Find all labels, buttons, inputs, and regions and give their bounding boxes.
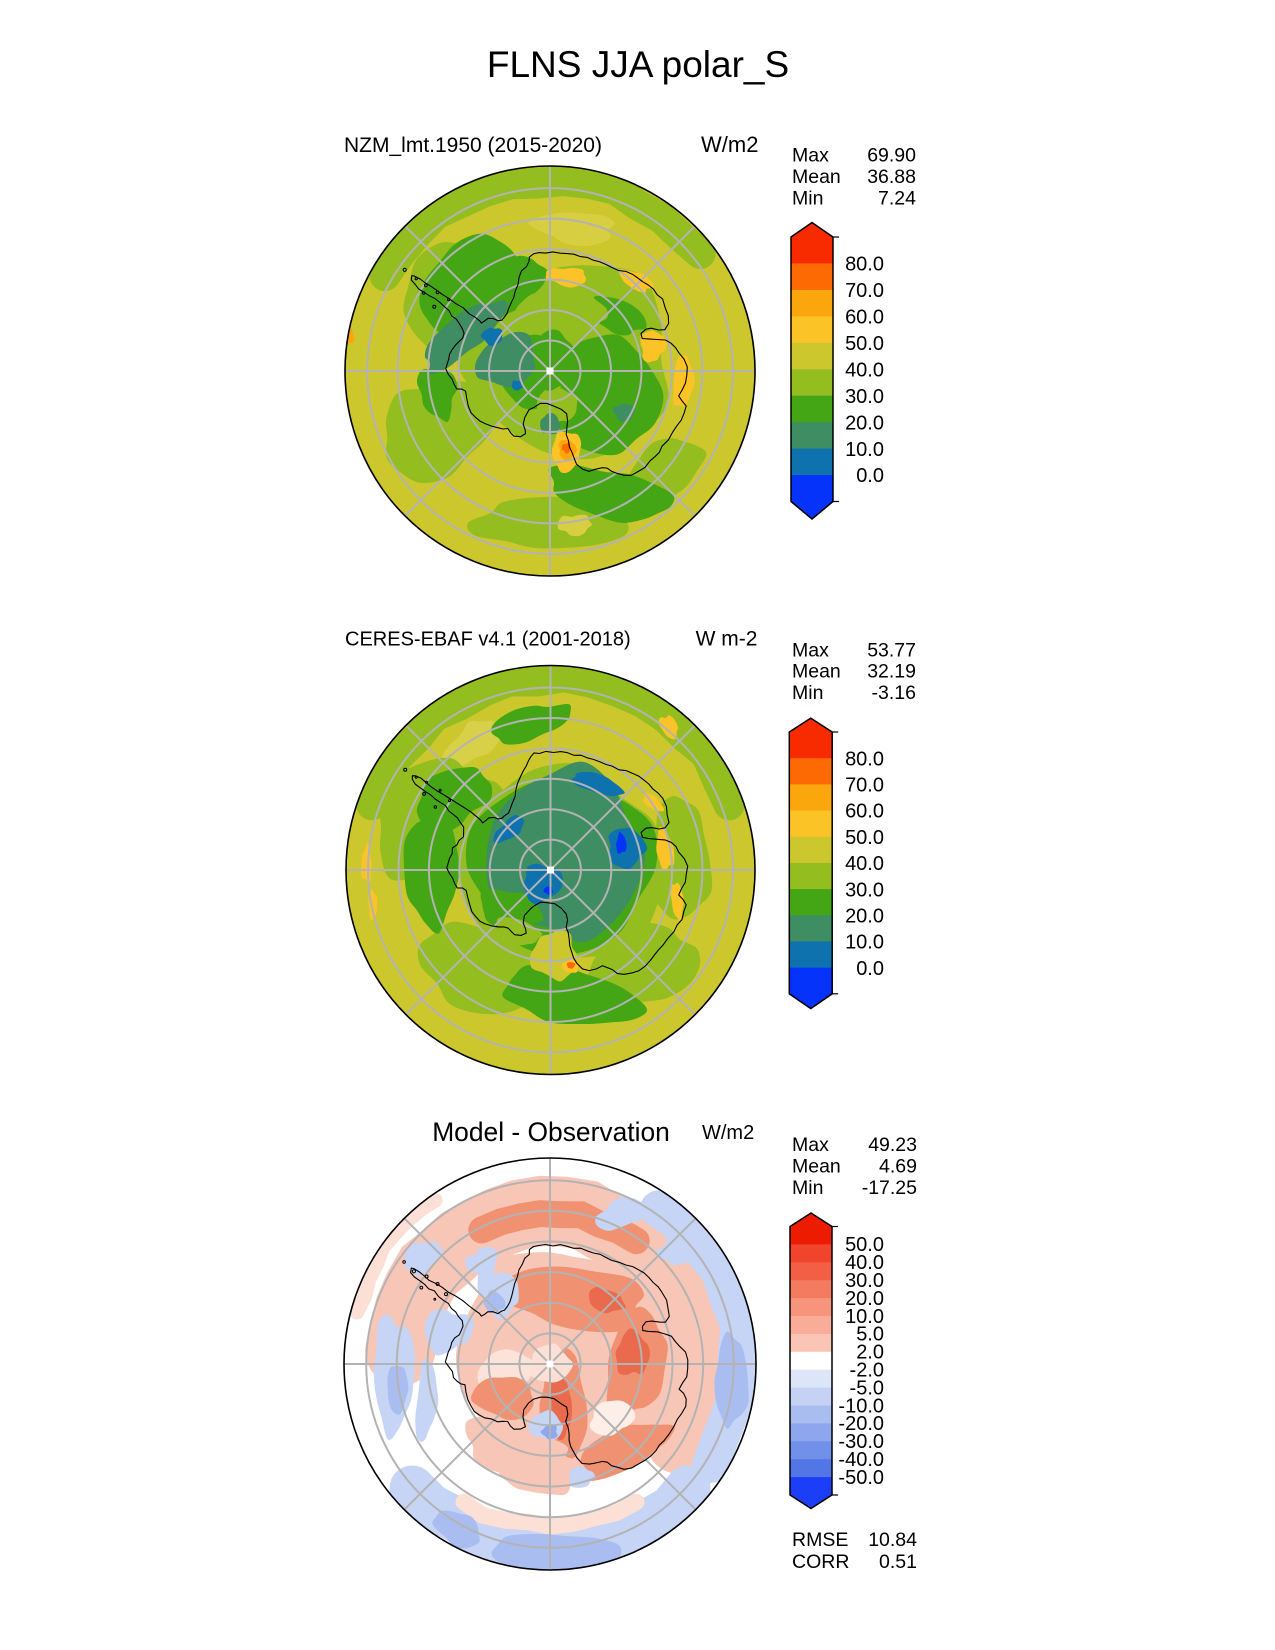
svg-text:10.84: 10.84 [868,1529,917,1551]
svg-text:10.0: 10.0 [845,439,884,461]
svg-text:53.77: 53.77 [867,639,916,661]
svg-text:30.0: 30.0 [845,879,884,901]
svg-text:-3.16: -3.16 [872,682,916,704]
svg-text:32.19: 32.19 [867,661,916,683]
svg-text:Mean: Mean [792,166,841,188]
svg-text:80.0: 80.0 [845,748,884,770]
svg-text:Max: Max [792,639,829,661]
svg-text:-2.0: -2.0 [850,1360,884,1382]
svg-text:40.0: 40.0 [845,359,884,381]
svg-text:W/m2: W/m2 [702,1122,754,1144]
svg-text:30.0: 30.0 [845,386,884,408]
svg-text:50.0: 50.0 [845,333,884,355]
svg-text:0.51: 0.51 [879,1551,917,1573]
svg-text:CERES-EBAF v4.1 (2001-2018): CERES-EBAF v4.1 (2001-2018) [345,629,631,651]
svg-text:Min: Min [792,188,823,210]
svg-text:-17.25: -17.25 [862,1177,917,1199]
svg-text:NZM_lmt.1950 (2015-2020): NZM_lmt.1950 (2015-2020) [344,134,602,157]
svg-text:Mean: Mean [792,1156,841,1178]
svg-text:40.0: 40.0 [845,1252,884,1274]
svg-text:Model - Observation: Model - Observation [432,1117,670,1147]
svg-text:70.0: 70.0 [845,775,884,797]
svg-text:7.24: 7.24 [878,188,916,210]
svg-text:10.0: 10.0 [845,1306,884,1328]
svg-text:20.0: 20.0 [845,1288,884,1310]
svg-text:69.90: 69.90 [867,145,916,167]
svg-text:CORR: CORR [792,1551,849,1573]
svg-text:80.0: 80.0 [845,254,884,276]
svg-text:-40.0: -40.0 [838,1449,884,1471]
svg-text:60.0: 60.0 [845,307,884,329]
svg-text:50.0: 50.0 [845,827,884,849]
svg-text:2.0: 2.0 [856,1342,884,1364]
svg-text:50.0: 50.0 [845,1234,884,1256]
svg-text:FLNS JJA polar_S: FLNS JJA polar_S [487,44,789,85]
svg-text:Min: Min [792,1177,823,1199]
svg-text:Max: Max [792,145,829,167]
svg-text:W/m2: W/m2 [701,132,758,157]
svg-text:-10.0: -10.0 [838,1395,884,1417]
svg-text:0.0: 0.0 [856,958,884,980]
svg-text:-30.0: -30.0 [838,1431,884,1453]
svg-text:4.69: 4.69 [879,1156,917,1178]
svg-text:W m-2: W m-2 [696,628,758,651]
svg-text:30.0: 30.0 [845,1270,884,1292]
svg-text:20.0: 20.0 [845,906,884,928]
svg-text:36.88: 36.88 [867,166,916,188]
svg-text:40.0: 40.0 [845,853,884,875]
svg-text:Mean: Mean [792,661,841,683]
svg-text:10.0: 10.0 [845,932,884,954]
svg-text:Max: Max [792,1134,829,1156]
svg-text:0.0: 0.0 [856,465,884,487]
svg-text:49.23: 49.23 [868,1134,917,1156]
svg-text:-5.0: -5.0 [850,1377,884,1399]
svg-text:5.0: 5.0 [856,1324,884,1346]
svg-text:Min: Min [792,682,823,704]
svg-text:20.0: 20.0 [845,412,884,434]
svg-text:-50.0: -50.0 [838,1467,884,1489]
svg-text:60.0: 60.0 [845,801,884,823]
svg-text:70.0: 70.0 [845,280,884,302]
svg-text:-20.0: -20.0 [838,1413,884,1435]
svg-text:RMSE: RMSE [792,1529,848,1551]
